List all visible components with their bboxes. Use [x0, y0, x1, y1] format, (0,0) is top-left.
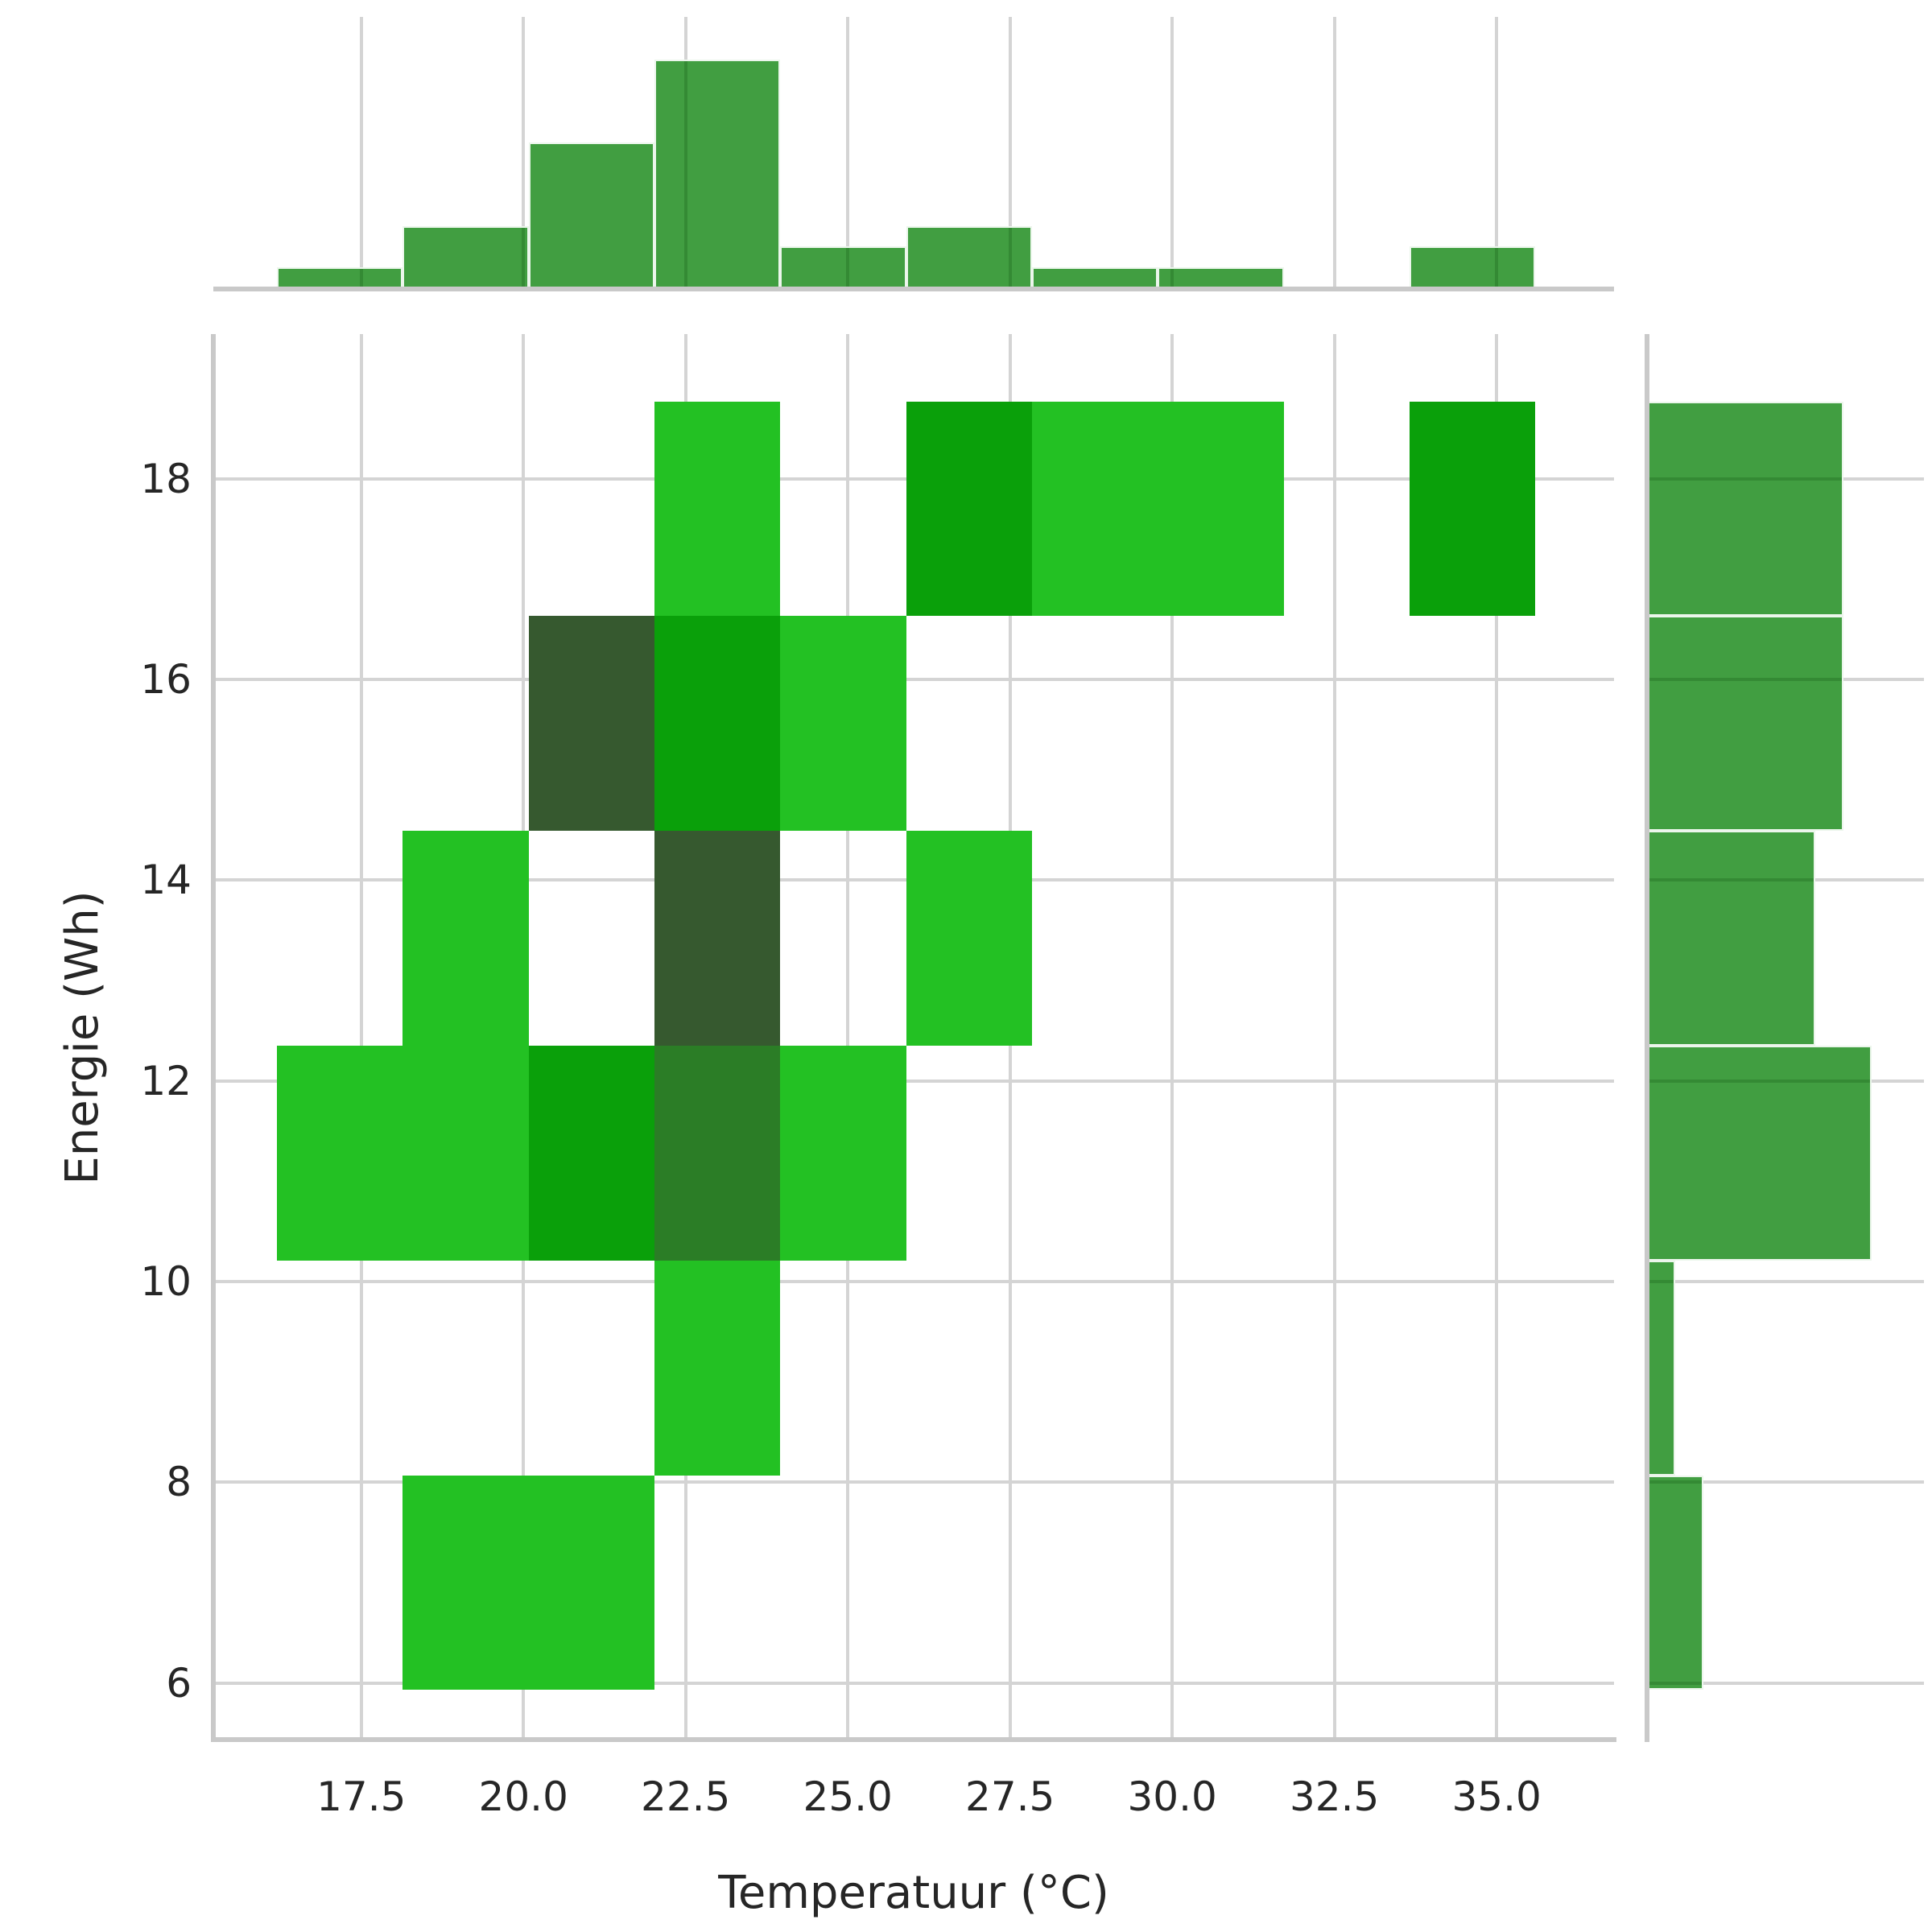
heatmap-cell [654, 401, 781, 617]
spine-main-bottom [211, 1737, 1616, 1742]
y-tick-label: 10 [140, 1257, 192, 1305]
top-marginal-bar [276, 267, 403, 288]
gridline-x [1170, 334, 1174, 1737]
gridline-y-marginal [1647, 1681, 1924, 1685]
gridline-x-marginal [1008, 17, 1012, 288]
right-marginal-bar-gridline-seam [1649, 878, 1814, 882]
heatmap-cell [528, 1045, 655, 1261]
right-marginal-bar [1647, 401, 1844, 617]
right-marginal-bar [1647, 616, 1844, 832]
y-tick-label: 8 [166, 1459, 192, 1506]
y-tick-label: 18 [140, 455, 192, 502]
right-marginal-bar-gridline-seam [1649, 1681, 1702, 1685]
gridline-y [213, 1681, 1614, 1685]
heatmap-cell [780, 616, 906, 832]
gridline-x-marginal [1170, 17, 1174, 288]
top-marginal-bar-gridline-seam [522, 227, 526, 287]
right-marginal-bar [1647, 1260, 1675, 1476]
heatmap-cell [402, 831, 529, 1046]
heatmap-cell [906, 401, 1033, 617]
top-marginal-bar-gridline-seam [846, 248, 850, 287]
x-tick-label: 20.0 [478, 1773, 568, 1820]
top-marginal-bar [402, 225, 529, 288]
gridline-y-marginal [1647, 1480, 1924, 1484]
right-marginal-bar [1647, 1475, 1703, 1690]
gridline-y [213, 1480, 1614, 1484]
x-axis-title: Temperatuur (°C) [718, 1867, 1109, 1919]
top-marginal-bar-gridline-seam [1008, 227, 1012, 287]
gridline-x [1495, 334, 1499, 1737]
gridline-x-marginal [359, 17, 363, 288]
heatmap-cell [654, 616, 781, 832]
right-marginal-bar [1647, 831, 1816, 1046]
heatmap-cell [654, 831, 781, 1046]
right-marginal-bar-gridline-seam [1649, 1079, 1871, 1083]
heatmap-cell [906, 831, 1033, 1046]
top-marginal-bar-gridline-seam [1170, 269, 1174, 287]
top-marginal-bar-gridline-seam [359, 269, 363, 287]
y-tick-label: 6 [166, 1659, 192, 1707]
x-tick-label: 17.5 [316, 1773, 407, 1820]
heatmap-cell [1158, 401, 1284, 617]
y-tick-label: 14 [140, 857, 192, 904]
y-tick-label: 12 [140, 1057, 192, 1104]
top-marginal-bar-gridline-seam [1495, 248, 1499, 287]
gridline-y [213, 677, 1614, 681]
gridline-y [213, 1279, 1614, 1283]
gridline-x-marginal [522, 17, 526, 288]
heatmap-cell [528, 616, 655, 832]
gridline-y [213, 1079, 1614, 1083]
x-tick-label: 25.0 [803, 1773, 893, 1820]
gridline-x-marginal [1495, 17, 1499, 288]
spine-top-marginal-bottom [213, 287, 1614, 291]
top-marginal-bar [906, 225, 1033, 288]
gridline-x-marginal [1332, 17, 1336, 288]
right-marginal-bar-gridline-seam [1649, 477, 1843, 481]
top-marginal-bar [528, 142, 655, 288]
right-marginal-bar-gridline-seam [1649, 1279, 1674, 1283]
x-tick-label: 27.5 [965, 1773, 1055, 1820]
y-tick-label: 16 [140, 655, 192, 703]
heatmap-cell [1410, 401, 1536, 617]
top-marginal-bar [1158, 267, 1284, 288]
gridline-x [359, 334, 363, 1737]
heatmap-cell [780, 1045, 906, 1261]
gridline-x-marginal [846, 17, 850, 288]
heatmap-cell [402, 1475, 529, 1690]
right-marginal-bar-gridline-seam [1649, 677, 1843, 681]
top-marginal-bar [1032, 267, 1158, 288]
top-marginal-bar [780, 246, 906, 288]
heatmap-cell [402, 1045, 529, 1261]
heatmap-cell [654, 1260, 781, 1476]
gridline-x [846, 334, 850, 1737]
x-tick-label: 35.0 [1451, 1773, 1542, 1820]
heatmap-cell [1032, 401, 1158, 617]
spine-main-left [211, 334, 216, 1742]
gridline-y-marginal [1647, 1279, 1924, 1283]
x-tick-label: 30.0 [1127, 1773, 1217, 1820]
top-marginal-bar-gridline-seam [683, 61, 687, 287]
heatmap-cell [276, 1045, 403, 1261]
top-marginal-bar [1410, 246, 1536, 288]
gridline-x [1332, 334, 1336, 1737]
x-tick-label: 22.5 [641, 1773, 731, 1820]
top-marginal-bar [654, 60, 781, 288]
x-tick-label: 32.5 [1289, 1773, 1380, 1820]
right-marginal-bar [1647, 1045, 1872, 1261]
spine-right-marginal-left [1645, 334, 1649, 1742]
right-marginal-bar-gridline-seam [1649, 1480, 1702, 1484]
heatmap-cell [654, 1045, 781, 1261]
y-axis-title: Energie (Wh) [56, 890, 109, 1185]
heatmap-cell [528, 1475, 655, 1690]
